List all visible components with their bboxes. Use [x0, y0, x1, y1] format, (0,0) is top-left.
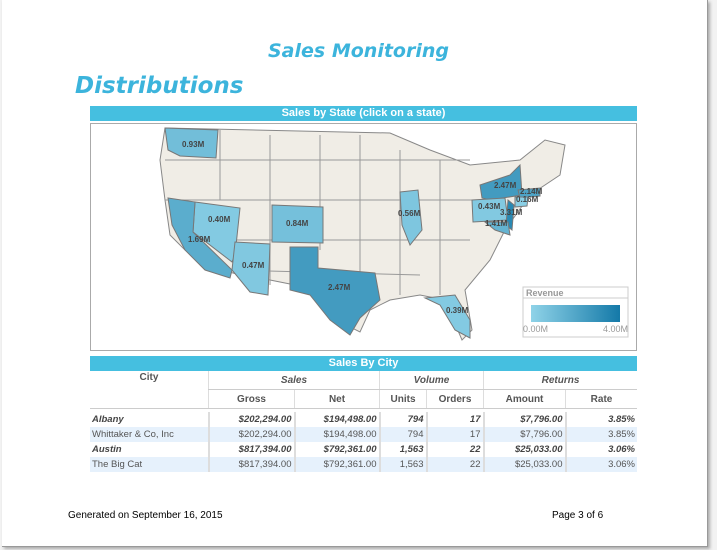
- state-value-label: 2.14M: [520, 187, 543, 196]
- page-number: Page 3 of 6: [552, 510, 604, 521]
- table-cell: Austin: [92, 444, 122, 455]
- col-gross: Gross: [208, 389, 295, 409]
- legend-gradient: [531, 305, 620, 322]
- state-value-label: 0.39M: [446, 306, 469, 315]
- customer-row: Whittaker & Co, Inc $202,294.00 $194,498.0…: [90, 427, 637, 442]
- state-value-label: 0.84M: [286, 219, 309, 228]
- col-rate: Rate: [565, 389, 637, 409]
- customer-row: The Big Cat $817,394.00 $792,361.00 1,563 22…: [90, 457, 637, 472]
- table-cell: $202,294.00: [207, 412, 295, 427]
- state-tx[interactable]: [289, 246, 381, 336]
- table-cell: $194,498.00: [293, 427, 380, 442]
- table-cell: $7,796.00: [482, 412, 566, 427]
- state-value-label: 0.93M: [182, 140, 205, 149]
- state-co[interactable]: [271, 204, 324, 244]
- us-map[interactable]: [90, 123, 637, 351]
- table-cell: 794: [378, 412, 427, 427]
- state-fl[interactable]: [423, 294, 471, 339]
- table-cell: $817,394.00: [207, 457, 295, 472]
- state-value-label: 0.47M: [242, 261, 265, 270]
- map-title: Sales by State (click on a state): [90, 106, 637, 121]
- state-value-label: 0.16M: [516, 195, 539, 204]
- table-cell: 17: [425, 412, 484, 427]
- table-cell: $202,294.00: [207, 427, 295, 442]
- state-az[interactable]: [231, 241, 271, 296]
- table-cell: 17: [425, 427, 484, 442]
- col-orders: Orders: [426, 389, 484, 409]
- table-cell: 3.85%: [564, 412, 637, 427]
- table-cell: $194,498.00: [293, 412, 380, 427]
- state-value-label: 0.40M: [208, 215, 231, 224]
- state-value-label: 2.47M: [328, 283, 351, 292]
- table-cell: Whittaker & Co, Inc: [90, 427, 209, 442]
- table-cell: 3.06%: [564, 457, 637, 472]
- table-cell: Albany: [92, 414, 124, 425]
- table-cell: $25,033.00: [482, 457, 566, 472]
- state-ma[interactable]: [517, 187, 541, 199]
- table-cell: $817,394.00: [207, 442, 295, 457]
- generated-date: Generated on September 16, 2015: [68, 510, 223, 521]
- table-cell: 1,563: [378, 442, 427, 457]
- state-value-label: 3.31M: [500, 208, 523, 217]
- table-cell: 794: [378, 427, 427, 442]
- table-cell: The Big Cat: [90, 457, 209, 472]
- legend-title: Revenue: [526, 288, 564, 298]
- col-amount: Amount: [483, 389, 566, 409]
- state-value-label: 0.56M: [398, 209, 421, 218]
- table-cell: 3.85%: [564, 427, 637, 442]
- table-cell: $792,361.00: [293, 457, 380, 472]
- col-group-sales: Sales: [208, 371, 380, 390]
- city-group-row: Austin $817,394.00 $792,361.00 1,563 22 $25,0…: [90, 442, 637, 457]
- col-city: City: [90, 371, 209, 409]
- state-value-label: 1.69M: [188, 235, 211, 244]
- state-il[interactable]: [399, 189, 423, 246]
- col-units: Units: [379, 389, 427, 409]
- sales-by-city-table: City Sales Volume Returns Gross Net Unit…: [90, 371, 637, 472]
- state-md[interactable]: [483, 221, 511, 236]
- col-net: Net: [294, 389, 380, 409]
- state-wa[interactable]: [164, 127, 219, 159]
- city-group-row: Albany $202,294.00 $194,498.00 794 17 $7,796.…: [90, 412, 637, 427]
- state-ca[interactable]: [167, 197, 233, 279]
- table-cell: $25,033.00: [482, 442, 566, 457]
- state-value-label: 2.47M: [494, 181, 517, 190]
- col-group-returns: Returns: [483, 371, 637, 390]
- section-title: Distributions: [75, 73, 244, 99]
- state-value-label: 0.43M: [478, 202, 501, 211]
- state-ct[interactable]: [514, 196, 529, 208]
- table-cell: 3.06%: [564, 442, 637, 457]
- table-cell: $792,361.00: [293, 442, 380, 457]
- legend-min: 0.00M: [523, 324, 548, 334]
- report-title: Sales Monitoring: [268, 40, 449, 62]
- table-cell: 22: [425, 442, 484, 457]
- legend-max: 4.00M: [603, 324, 628, 334]
- state-value-label: 1.41M: [485, 219, 508, 228]
- table-cell: $7,796.00: [482, 427, 566, 442]
- table-cell: 22: [425, 457, 484, 472]
- table-title: Sales By City: [90, 356, 637, 371]
- col-group-volume: Volume: [379, 371, 484, 390]
- table-cell: 1,563: [378, 457, 427, 472]
